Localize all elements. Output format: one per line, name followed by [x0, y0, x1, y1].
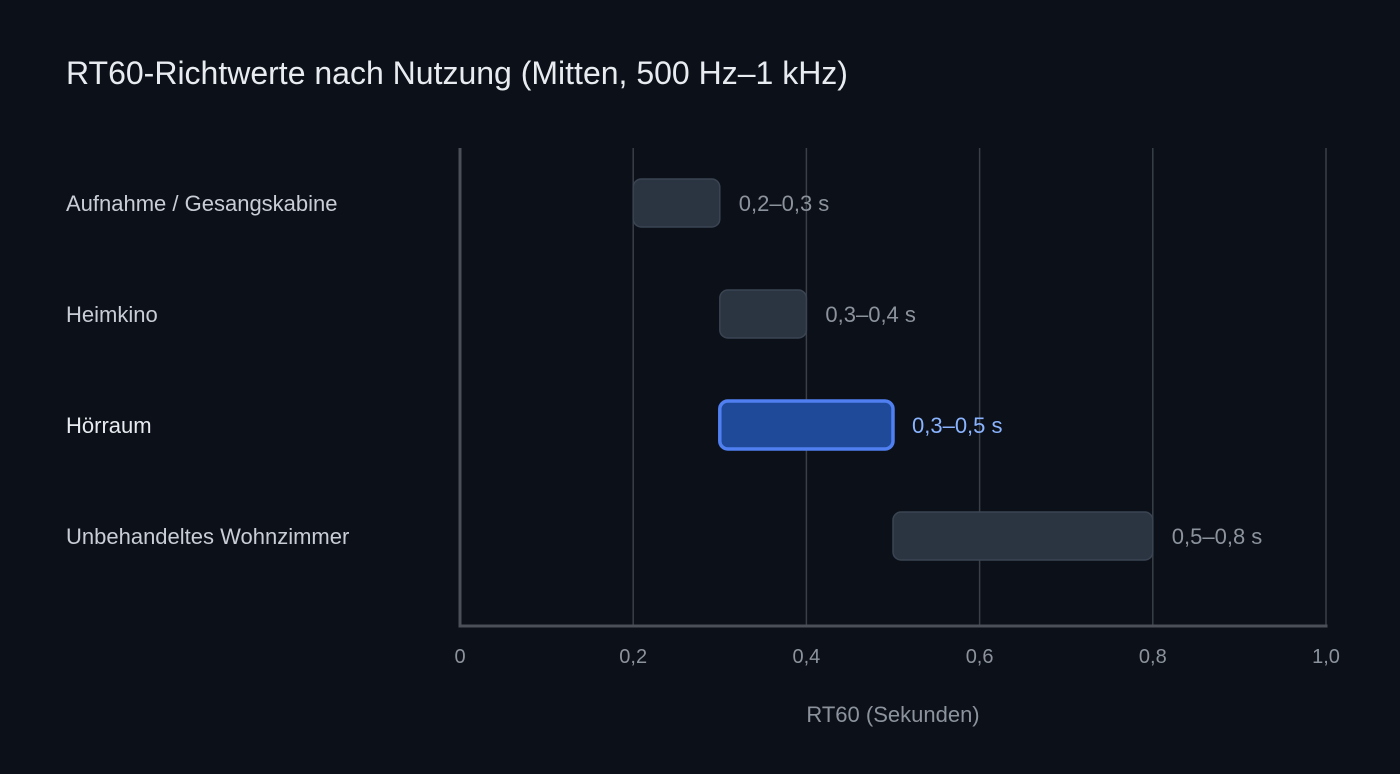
bars-layer: 0,2–0,3 s 0,3–0,4 s 0,3–0,5 s 0,5–0,8 s	[632, 178, 1263, 561]
range-bar	[892, 511, 1154, 561]
x-tick-label: 1,0	[1312, 646, 1340, 668]
x-tick-label: 0,4	[792, 646, 820, 668]
grid-layer	[458, 148, 1328, 628]
x-axis-label: RT60 (Sekunden)	[806, 702, 979, 727]
category-labels: Aufnahme / Gesangskabine Heimkino Hörraum U…	[66, 191, 349, 549]
x-tick-label: 0,2	[619, 646, 647, 668]
value-label: 0,5–0,8 s	[1172, 524, 1263, 549]
x-tick-labels: 0 0,2 0,4 0,6 0,8 1,0	[454, 646, 1339, 668]
range-bar-highlighted	[718, 399, 895, 451]
x-tick-label: 0,8	[1139, 646, 1167, 668]
range-bar	[719, 289, 808, 339]
category-label: Hörraum	[66, 413, 152, 438]
value-label: 0,3–0,5 s	[912, 413, 1003, 438]
value-label: 0,2–0,3 s	[739, 191, 830, 216]
chart-title: RT60-Richtwerte nach Nutzung (Mitten, 50…	[66, 55, 848, 91]
value-label: 0,3–0,4 s	[825, 302, 916, 327]
category-label: Aufnahme / Gesangskabine	[66, 191, 338, 216]
range-bar	[632, 178, 721, 228]
category-label: Unbehandeltes Wohnzimmer	[66, 524, 349, 549]
x-tick-label: 0,6	[966, 646, 994, 668]
category-label: Heimkino	[66, 302, 158, 327]
x-tick-label: 0	[454, 646, 465, 668]
